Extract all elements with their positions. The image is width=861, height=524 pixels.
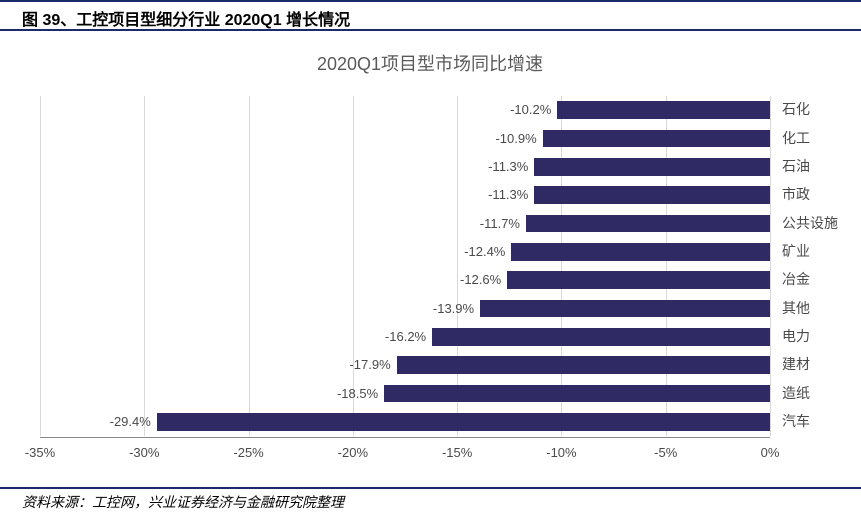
x-tick-label: -10% (546, 445, 576, 460)
bar-value-label: -10.2% (510, 101, 551, 119)
bar-row: -10.9%化工 (40, 130, 770, 148)
x-tick-label: -20% (338, 445, 368, 460)
x-tick-label: -15% (442, 445, 472, 460)
bar (432, 328, 770, 346)
bar-value-label: -29.4% (110, 413, 151, 431)
bar-value-label: -17.9% (349, 356, 390, 374)
x-tick-label: -25% (233, 445, 263, 460)
bar (534, 186, 770, 204)
bar-value-label: -11.3% (488, 158, 528, 176)
bar-row: -12.6%冶金 (40, 271, 770, 289)
source-rule (0, 487, 861, 489)
bar-row: -10.2%石化 (40, 101, 770, 119)
category-label: 其他 (782, 300, 810, 318)
bar (384, 385, 770, 403)
category-label: 矿业 (782, 243, 810, 261)
bar-value-label: -11.3% (488, 186, 528, 204)
category-label: 汽车 (782, 413, 810, 431)
x-tick-label: -5% (654, 445, 677, 460)
bar (511, 243, 770, 261)
bar-row: -11.3%市政 (40, 186, 770, 204)
bar-row: -11.7%公共设施 (40, 215, 770, 233)
bar (480, 300, 770, 318)
bar-row: -13.9%其他 (40, 300, 770, 318)
bar-value-label: -16.2% (385, 328, 426, 346)
bar-value-label: -11.7% (480, 215, 520, 233)
bar-row: -16.2%电力 (40, 328, 770, 346)
bar (534, 158, 770, 176)
x-tick-label: 0% (761, 445, 780, 460)
bar (507, 271, 770, 289)
caption-underline (0, 29, 861, 31)
x-tick-label: -30% (129, 445, 159, 460)
bar-value-label: -13.9% (433, 300, 474, 318)
bar (526, 215, 770, 233)
category-label: 造纸 (782, 385, 810, 403)
bar (397, 356, 770, 374)
plot-inner: -35%-30%-25%-20%-15%-10%-5%0%-10.2%石化-10… (40, 96, 770, 436)
bar-value-label: -12.4% (464, 243, 505, 261)
category-label: 电力 (782, 328, 810, 346)
bar-row: -12.4%矿业 (40, 243, 770, 261)
category-label: 石化 (782, 101, 810, 119)
category-label: 建材 (782, 356, 810, 374)
bar (557, 101, 770, 119)
category-label: 市政 (782, 186, 810, 204)
category-label: 冶金 (782, 271, 810, 289)
figure-caption: 图 39、工控项目型细分行业 2020Q1 增长情况 (22, 6, 350, 30)
bar-row: -17.9%建材 (40, 356, 770, 374)
category-label: 化工 (782, 130, 810, 148)
bar-row: -18.5%造纸 (40, 385, 770, 403)
top-rule (0, 0, 861, 2)
bar (543, 130, 770, 148)
x-tick-label: -35% (25, 445, 55, 460)
bar-row: -11.3%石油 (40, 158, 770, 176)
bar-value-label: -18.5% (337, 385, 378, 403)
gridline (770, 96, 771, 436)
plot: -35%-30%-25%-20%-15%-10%-5%0%-10.2%石化-10… (40, 86, 840, 466)
bar (157, 413, 770, 431)
x-axis-line (40, 437, 770, 438)
category-label: 石油 (782, 158, 810, 176)
bar-value-label: -12.6% (460, 271, 501, 289)
bar-row: -29.4%汽车 (40, 413, 770, 431)
chart-title: 2020Q1项目型市场同比增速 (20, 50, 840, 76)
source-text: 资料来源：工控网，兴业证券经济与金融研究院整理 (22, 492, 344, 512)
bar-value-label: -10.9% (495, 130, 536, 148)
category-label: 公共设施 (782, 215, 838, 233)
chart-area: 2020Q1项目型市场同比增速 -35%-30%-25%-20%-15%-10%… (20, 40, 840, 480)
